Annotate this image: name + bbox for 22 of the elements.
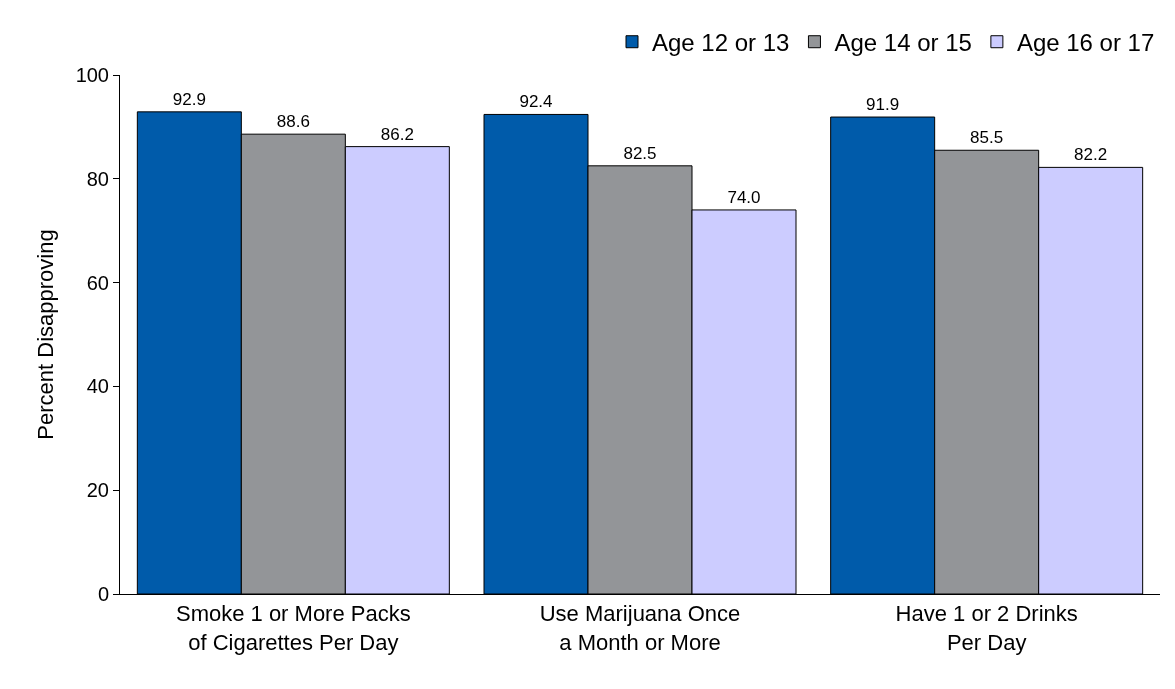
data-label: 74.0 (727, 187, 761, 207)
data-label: 91.9 (866, 95, 900, 115)
data-label: 82.5 (623, 143, 657, 163)
y-tick-label: 60 (86, 271, 109, 294)
y-tick-label: 100 (75, 64, 109, 86)
legend-label: Age 12 or 13 (652, 29, 790, 57)
data-label: 92.4 (519, 92, 553, 112)
x-tick-label: Use Marijuana Once a Month or More (539, 601, 741, 655)
data-label: 82.2 (1074, 145, 1108, 165)
data-label: 85.5 (970, 128, 1004, 148)
y-tick-label: 40 (86, 375, 109, 398)
y-axis-title: Percent Disapproving (33, 229, 59, 440)
data-label: 86.2 (380, 124, 414, 144)
x-tick-label: Smoke 1 or More Packs of Cigarettes Per Day (175, 601, 411, 655)
y-tick-label: 20 (86, 479, 109, 502)
legend-label: Age 14 or 15 (834, 29, 972, 57)
data-label: 92.9 (172, 89, 206, 109)
data-label: 88.6 (276, 112, 310, 132)
y-tick-label: 80 (86, 167, 109, 190)
legend-label: Age 16 or 17 (1016, 29, 1155, 57)
y-tick-label: 0 (97, 583, 109, 605)
x-tick-label: Have 1 or 2 Drinks Per Day (895, 601, 1078, 655)
